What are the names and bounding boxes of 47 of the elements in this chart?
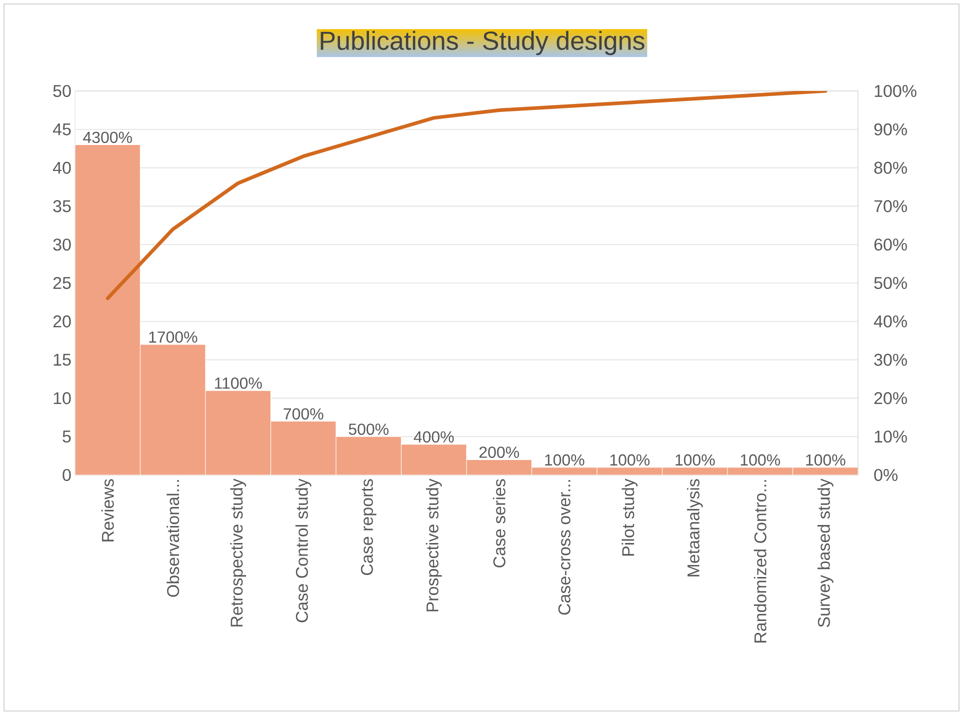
y2-tick-label: 70% — [874, 200, 907, 212]
data-label: 100% — [806, 454, 846, 466]
y2-tick-label: 20% — [874, 392, 907, 404]
x-tick-label: Case Control study — [295, 478, 312, 622]
x-tick-label: Retrospective study — [230, 478, 246, 626]
data-label: 4300% — [83, 132, 132, 144]
y-tick-label: 0 — [62, 468, 71, 482]
data-label: 100% — [610, 454, 650, 466]
data-label: 200% — [479, 446, 520, 458]
y2-tick-label: 0% — [874, 468, 898, 482]
y-tick-label: 20 — [53, 315, 71, 328]
data-label: 700% — [284, 408, 324, 420]
x-tick-label: Pilot study — [622, 478, 638, 556]
y-tick-label: 50 — [53, 84, 71, 98]
y-tick-label: 10 — [54, 392, 71, 404]
y-tick-label: 30 — [53, 238, 71, 251]
chart-title: Publications - Study designs — [320, 30, 644, 56]
x-tick-label: Survey based study — [817, 478, 834, 628]
y2-tick-label: 30% — [874, 354, 907, 366]
data-label: 400% — [414, 431, 454, 443]
y2-tick-label: 40% — [874, 315, 907, 328]
x-tick-label: Case reports — [360, 479, 376, 575]
data-label: 100% — [676, 454, 715, 466]
y2-tick-label: 100% — [874, 84, 916, 98]
x-tick-label: Prospective study — [426, 478, 442, 612]
x-tick-label: Reviews — [101, 479, 114, 542]
y2-tick-label: 80% — [874, 162, 907, 174]
data-label: 100% — [545, 454, 584, 466]
x-tick-label: Metaanalysis — [686, 479, 703, 576]
data-label: 100% — [740, 454, 780, 466]
y-tick-label: 45 — [52, 123, 71, 136]
y2-tick-label: 60% — [874, 238, 907, 251]
y-tick-label: 35 — [53, 200, 71, 212]
y2-tick-label: 10% — [874, 430, 907, 443]
data-label: 1700% — [149, 331, 198, 343]
y-tick-label: 5 — [62, 430, 71, 443]
x-tick-label: Case series — [492, 479, 506, 568]
x-tick-label: Case-cross over... — [558, 480, 570, 615]
y-tick-label: 40 — [52, 162, 71, 174]
data-label: 1100% — [215, 377, 262, 389]
y-tick-label: 15 — [54, 354, 71, 366]
y2-tick-label: 90% — [874, 123, 907, 136]
x-tick-label: Randomized Contro... — [754, 480, 766, 642]
data-label: 500% — [348, 424, 389, 435]
x-tick-label: Observational... — [166, 480, 180, 597]
y2-tick-label: 50% — [874, 276, 907, 290]
y-tick-label: 25 — [53, 276, 71, 290]
